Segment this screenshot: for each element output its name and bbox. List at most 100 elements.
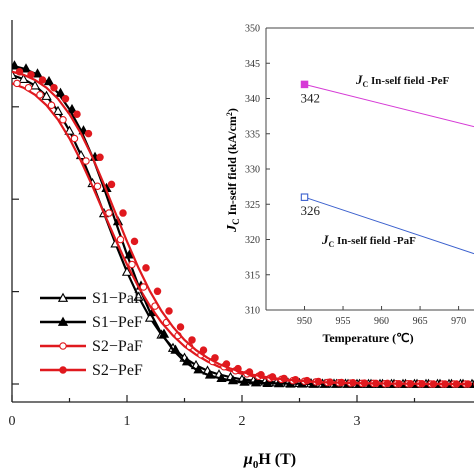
data-point (199, 346, 208, 354)
data-point (222, 360, 231, 368)
inset-series-line (304, 196, 474, 255)
inset-series-label: JC In-self field -PeF (355, 72, 450, 89)
inset-x-tick-label: 965 (413, 316, 428, 327)
data-point (211, 354, 219, 362)
inset-series-label: JC In-self field -PaF (321, 232, 416, 249)
data-point (418, 379, 426, 388)
legend-marker (57, 292, 69, 302)
data-point (12, 60, 20, 70)
x-tick-label: 2 (239, 414, 246, 429)
data-point (464, 380, 472, 388)
data-point (107, 180, 116, 189)
inset-series-label-j: J (355, 72, 363, 87)
data-point (188, 336, 196, 344)
inset-x-axis-label: Temperature (℃) (322, 331, 413, 345)
legend-label: S1−PeF (92, 314, 143, 331)
inset-series-label-rest: In-self field -PaF (334, 235, 416, 247)
inset-series-label-j: J (321, 232, 329, 247)
data-point (32, 68, 43, 78)
data-point (47, 101, 56, 110)
inset-y-tick-label: 310 (245, 306, 260, 317)
data-point (429, 380, 438, 388)
data-point (349, 379, 357, 387)
inset-y-tick-label: 315 (245, 270, 260, 281)
data-point (406, 379, 415, 388)
data-point (73, 110, 81, 118)
data-point (441, 380, 449, 388)
inset-y-label-sub: C (231, 218, 241, 225)
x-axis-label-sub: 0 (253, 459, 259, 471)
inset-y-tick-label: 340 (245, 94, 260, 105)
data-point (291, 375, 300, 384)
inset-background (256, 18, 474, 352)
data-point (469, 379, 474, 388)
inset-y-tick-label: 320 (245, 235, 260, 246)
inset-y-label-j: J (225, 224, 240, 233)
data-point (29, 80, 41, 90)
data-point (133, 291, 144, 301)
data-point (59, 115, 67, 124)
data-point (314, 377, 323, 386)
inset-data-point (300, 193, 309, 201)
data-point (303, 376, 311, 385)
inset-y-tick-label: 345 (245, 59, 260, 70)
data-point (383, 379, 392, 388)
data-point (84, 129, 93, 138)
data-point (24, 83, 33, 92)
data-point (121, 266, 133, 276)
inset-chart: 310 315 320 325 330 335 340 345 350 950 955 960 965 9… (225, 18, 474, 352)
series-3 (12, 67, 472, 388)
data-point (82, 157, 90, 165)
x-axis-label: μ0H (T) (243, 451, 296, 471)
data-point (165, 307, 173, 315)
data-point (116, 235, 125, 244)
data-point (13, 79, 21, 88)
data-point (372, 379, 380, 388)
data-point (27, 71, 35, 79)
data-point (93, 182, 102, 191)
data-point (181, 356, 193, 366)
data-point (15, 67, 24, 76)
data-point (395, 379, 403, 388)
data-point (119, 209, 127, 217)
inset-x-tick-label: 955 (336, 316, 351, 327)
data-point (234, 364, 242, 373)
inset-x-tick-label: 950 (297, 316, 312, 327)
data-point (61, 95, 70, 103)
data-point (452, 380, 461, 388)
inset-y-tick-label: 350 (245, 24, 260, 35)
data-point (128, 260, 136, 269)
inset-annotation: 342 (301, 90, 321, 105)
data-point (20, 63, 32, 73)
data-point (153, 287, 162, 296)
data-point (204, 369, 216, 379)
data-point (36, 91, 44, 99)
inset-series-0 (300, 80, 474, 128)
inset-series-1 (300, 193, 474, 255)
data-point (245, 368, 254, 376)
legend-label: S1−PaF (92, 290, 143, 307)
inset-y-axis-label: JC In-self field (kA/cm2) (225, 108, 241, 233)
inset-y-tick-label: 330 (245, 165, 260, 176)
legend-label: S2−PaF (92, 338, 143, 355)
data-point (55, 87, 66, 97)
x-tick-label: 1 (124, 414, 131, 429)
inset-series-label-sub: C (329, 240, 335, 249)
data-point (105, 209, 113, 217)
data-point (130, 237, 139, 246)
data-point (280, 374, 288, 383)
inset-y-tick-label: 325 (245, 200, 260, 211)
data-point (41, 90, 52, 100)
x-axis-label-mu: μ (243, 451, 253, 468)
inset-x-tick-label: 970 (451, 316, 466, 327)
inset-series-label-rest: In-self field -PeF (368, 75, 449, 87)
data-point (227, 374, 239, 385)
data-point (64, 125, 75, 135)
data-point (326, 378, 334, 386)
legend-marker (59, 342, 67, 350)
legend: S1−PaF S1−PeF S2−PaF S2−PeF (40, 290, 143, 379)
inset-y-label-end: ) (225, 108, 239, 112)
data-point (262, 377, 273, 387)
data-point (158, 328, 170, 338)
